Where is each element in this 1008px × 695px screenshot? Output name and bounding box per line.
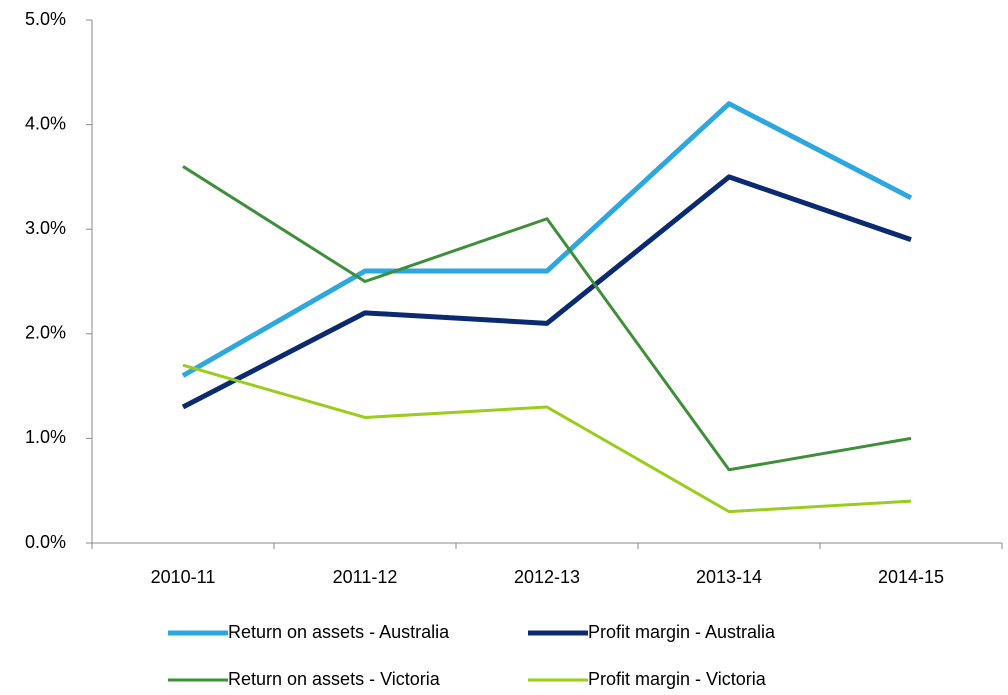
series-line	[182, 165, 912, 472]
x-tick-label: 2013-14	[696, 567, 762, 587]
legend-label: Profit margin - Victoria	[588, 669, 767, 689]
series-line	[182, 363, 912, 514]
series-line	[181, 101, 913, 378]
legend-label: Profit margin - Australia	[588, 622, 776, 642]
y-tick-label: 3.0%	[25, 218, 66, 238]
y-tick-label: 5.0%	[25, 9, 66, 29]
y-tick-label: 0.0%	[25, 532, 66, 552]
x-tick-label: 2011-12	[333, 567, 398, 587]
x-tick-label: 2012-13	[514, 567, 580, 587]
y-tick-label: 4.0%	[25, 113, 66, 133]
legend-label: Return on assets - Victoria	[228, 669, 441, 689]
y-tick-label: 1.0%	[25, 427, 66, 447]
x-tick-label: 2014-15	[878, 567, 944, 587]
y-tick-label: 2.0%	[25, 323, 66, 343]
series-line	[181, 174, 912, 410]
legend-label: Return on assets - Australia	[228, 622, 450, 642]
x-tick-label: 2010-11	[151, 567, 216, 587]
